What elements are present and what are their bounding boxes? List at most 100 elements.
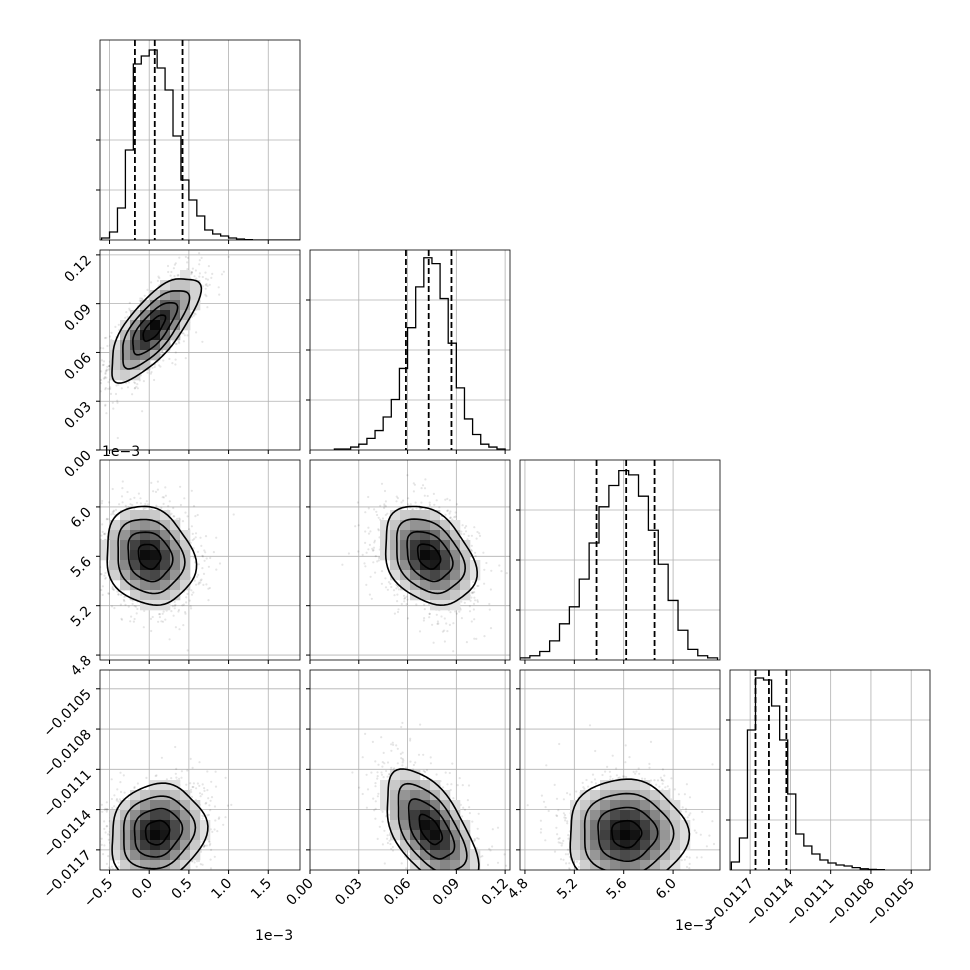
sample-point: [118, 503, 121, 506]
sample-point: [154, 902, 156, 904]
sample-point: [159, 365, 162, 368]
sample-point: [100, 588, 103, 592]
sample-point: [111, 511, 114, 514]
sample-point: [386, 588, 389, 591]
sample-point: [106, 365, 109, 368]
sample-point: [124, 603, 127, 606]
sample-point: [191, 267, 194, 270]
sample-point: [104, 371, 107, 374]
sample-point: [217, 817, 220, 820]
sample-point: [146, 371, 149, 374]
sample-point: [357, 550, 360, 553]
sample-point: [144, 507, 147, 510]
sample-point: [413, 483, 416, 486]
sample-point: [111, 585, 114, 589]
sample-point: [126, 386, 130, 389]
sample-point: [136, 387, 139, 390]
sample-point: [470, 548, 473, 551]
sample-point: [171, 605, 174, 608]
sample-point: [483, 582, 486, 585]
sample-point: [192, 591, 195, 594]
sample-point: [400, 602, 403, 606]
sample-point: [380, 570, 384, 573]
sample-point: [476, 584, 479, 588]
sample-point: [107, 381, 110, 384]
sample-point: [357, 524, 360, 527]
sample-point: [380, 582, 383, 585]
sample-point: [112, 895, 114, 897]
sample-point: [131, 393, 134, 396]
sample-point: [108, 501, 111, 504]
sample-point: [443, 617, 446, 620]
sample-point: [372, 561, 375, 564]
sample-point: [167, 270, 170, 274]
sample-point: [432, 492, 435, 495]
sample-point: [175, 776, 178, 779]
sample-point: [181, 520, 185, 523]
sample-point: [371, 547, 374, 550]
sample-point: [96, 373, 98, 375]
sample-point: [201, 340, 204, 343]
sample-point: [107, 833, 110, 836]
sample-point: [383, 489, 387, 493]
sample-point: [111, 487, 114, 491]
sample-point: [449, 516, 452, 519]
sample-point: [364, 511, 367, 514]
sample-point: [461, 524, 464, 527]
sample-point: [108, 335, 112, 338]
sample-point: [104, 370, 107, 373]
sample-point: [95, 527, 97, 529]
sample-point: [182, 624, 185, 627]
sample-point: [197, 859, 201, 863]
sample-point: [143, 609, 146, 613]
sample-point: [78, 430, 80, 432]
sample-point: [79, 591, 81, 593]
sample-point: [192, 314, 195, 317]
sample-point: [460, 530, 463, 533]
sample-point: [505, 572, 508, 575]
sample-point: [181, 604, 184, 607]
sample-point: [446, 509, 449, 512]
sample-point: [460, 532, 463, 536]
sample-point: [186, 515, 189, 518]
sample-point: [199, 581, 202, 584]
sample-point: [204, 551, 207, 554]
sample-point: [201, 275, 204, 279]
sample-point: [174, 745, 177, 749]
sample-point: [176, 274, 179, 277]
sample-point: [173, 607, 176, 610]
sample-point: [104, 372, 107, 375]
sample-point: [179, 485, 182, 488]
sample-point: [201, 555, 204, 558]
sample-point: [117, 873, 119, 875]
sample-point: [172, 515, 175, 518]
sample-point: [500, 570, 503, 573]
sample-point: [159, 872, 161, 874]
sample-point: [377, 528, 380, 531]
sample-point: [367, 495, 370, 499]
sample-point: [105, 369, 108, 372]
sample-point: [455, 612, 458, 615]
sample-point: [383, 506, 386, 510]
sample-point: [155, 504, 158, 507]
sample-point: [121, 501, 124, 504]
sample-point: [381, 517, 385, 520]
sample-point: [411, 508, 414, 511]
sample-point: [177, 610, 180, 613]
sample-point: [59, 397, 61, 399]
sample-point: [435, 499, 438, 502]
sample-point: [383, 503, 386, 506]
sample-point: [202, 583, 205, 587]
sample-point: [131, 602, 134, 606]
sample-point: [189, 757, 192, 761]
sample-point: [203, 789, 206, 793]
sample-point: [444, 498, 447, 501]
sample-point: [135, 605, 138, 608]
sample-point: [153, 365, 156, 369]
sample-point: [438, 506, 441, 509]
sample-point: [232, 513, 235, 516]
sample-point: [124, 504, 127, 507]
sample-point: [152, 875, 154, 877]
sample-point: [403, 597, 406, 600]
sample-point: [356, 501, 359, 504]
